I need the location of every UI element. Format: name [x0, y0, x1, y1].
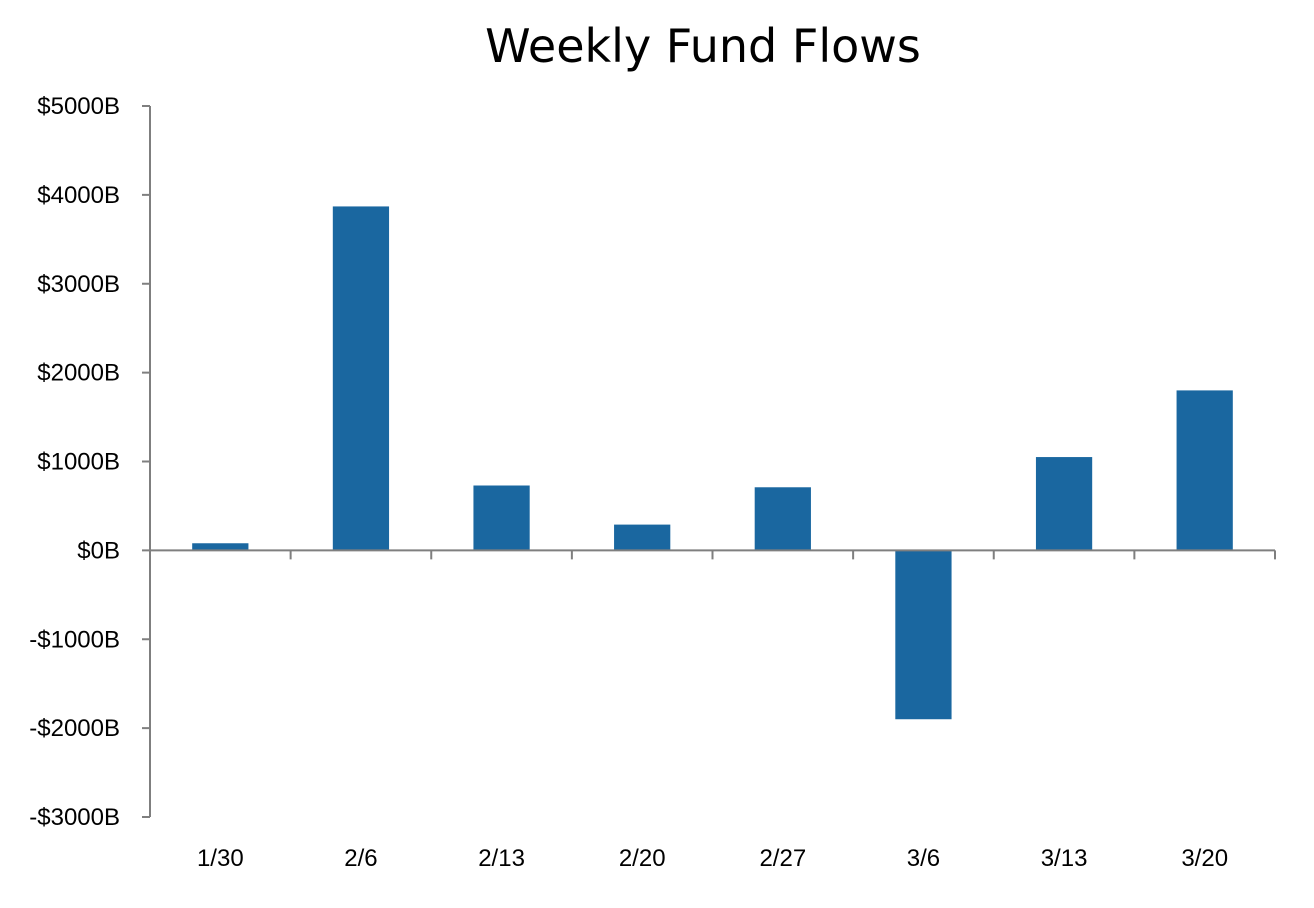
y-tick-label: $3000B	[37, 271, 120, 298]
x-tick-label: 2/13	[478, 845, 525, 872]
bar-2-27	[754, 487, 811, 551]
x-tick-label: 3/13	[1041, 845, 1088, 872]
bar-2-6	[332, 206, 390, 551]
x-tick-label: 1/30	[197, 845, 244, 872]
bar-3-13	[1035, 457, 1093, 551]
bar-3-6	[895, 550, 952, 720]
y-tick-label: $0B	[77, 537, 120, 564]
bar-2-13	[473, 485, 530, 551]
bar-2-20	[614, 524, 671, 551]
y-tick-label: $1000B	[37, 449, 120, 476]
x-tick-label: 3/20	[1181, 845, 1228, 872]
x-axis: 1/30 2/6 2/13 2/20 2/27 3/6 3/13 3/20	[150, 549, 1276, 872]
y-tick-label: -$1000B	[29, 626, 120, 653]
bar-1-30	[192, 543, 249, 551]
x-tick-label: 2/27	[759, 845, 806, 872]
bar-3-20	[1176, 390, 1233, 551]
y-tick-label: -$2000B	[29, 715, 120, 742]
x-tick-label: 2/20	[619, 845, 666, 872]
y-tick-label: $4000B	[37, 182, 120, 209]
y-tick-label: $2000B	[37, 360, 120, 387]
y-tick-label: -$3000B	[29, 804, 120, 831]
y-tick-label: $5000B	[37, 93, 120, 120]
bar-group	[192, 206, 1233, 720]
x-tick-label: 2/6	[344, 845, 377, 872]
y-axis: $5000B $4000B $3000B $2000B $1000B $0B -$1000B…	[29, 93, 151, 831]
chart-title: Weekly Fund Flows	[485, 19, 921, 73]
x-tick-label: 3/6	[907, 845, 940, 872]
